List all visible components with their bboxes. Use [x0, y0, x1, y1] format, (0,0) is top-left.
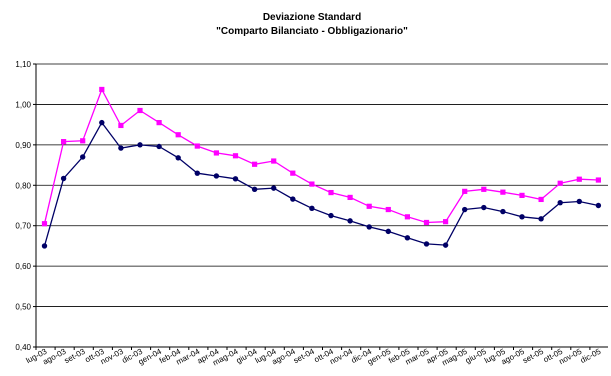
data-point [213, 173, 220, 179]
data-point [443, 219, 449, 225]
data-point [404, 235, 411, 241]
data-point [175, 132, 181, 138]
data-point [309, 205, 315, 212]
chart-subtitle: "Comparto Bilanciato - Obbligazionario" [216, 26, 408, 37]
data-point [481, 186, 487, 192]
data-point [366, 224, 372, 230]
data-point [290, 170, 296, 176]
data-point [595, 177, 601, 183]
y-tick-label: 0,50 [15, 303, 31, 312]
data-point [576, 198, 582, 205]
data-point [156, 143, 162, 150]
series-line [43, 87, 599, 224]
data-point [213, 150, 219, 156]
axes [33, 63, 608, 350]
data-point [99, 119, 105, 126]
data-point [366, 203, 372, 209]
gridlines [36, 63, 608, 307]
data-point [519, 214, 525, 220]
data-point [423, 241, 430, 247]
data-point [61, 139, 67, 145]
data-point [137, 107, 143, 114]
y-tick-label: 0,60 [15, 262, 31, 271]
y-tick-label: 1,10 [15, 60, 31, 69]
data-point [442, 242, 449, 248]
data-point [500, 208, 506, 215]
data-point [576, 176, 582, 182]
data-point [80, 138, 86, 144]
data-point [137, 142, 143, 148]
data-point [271, 158, 277, 164]
data-point [118, 122, 124, 129]
tick-labels: 0,400,500,600,700,800,901,001,10lug-03ag… [15, 60, 602, 368]
data-point [41, 221, 48, 227]
data-point [232, 176, 239, 182]
x-tick-label: dic-05 [579, 347, 603, 365]
data-point [404, 214, 410, 220]
data-point [99, 86, 105, 93]
data-point [347, 194, 353, 201]
y-tick-label: 1,00 [15, 100, 31, 109]
data-point [271, 185, 277, 191]
data-point [309, 181, 315, 187]
data-point [481, 204, 487, 211]
data-point [385, 206, 391, 213]
data-point [462, 206, 468, 213]
data-point [538, 216, 544, 222]
series-line [43, 121, 599, 247]
y-tick-label: 0,90 [15, 141, 31, 150]
data-point [252, 161, 258, 167]
data-point [519, 192, 525, 198]
data-point [500, 189, 506, 195]
chart-title: Deviazione Standard [263, 12, 361, 23]
data-point [156, 120, 162, 126]
series-1 [41, 86, 601, 227]
y-tick-label: 0,80 [15, 181, 31, 190]
data-point [328, 212, 334, 219]
data-point [175, 155, 181, 161]
data-point [232, 153, 239, 159]
data-point [41, 243, 48, 249]
data-point [423, 219, 430, 226]
data-point [290, 196, 296, 202]
data-point [194, 143, 200, 149]
data-point [538, 196, 544, 203]
data-point [595, 202, 602, 209]
y-tick-label: 0,40 [15, 343, 31, 352]
data-point [60, 175, 67, 182]
data-point [80, 154, 86, 160]
data-point [118, 145, 124, 151]
data-point [385, 228, 391, 235]
series-2 [41, 119, 602, 249]
data-point [557, 180, 563, 186]
data-point [251, 186, 258, 193]
data-point [194, 170, 200, 176]
data-point [462, 188, 468, 194]
series-group [41, 86, 602, 249]
data-point [557, 199, 563, 206]
y-tick-label: 0,70 [15, 222, 31, 231]
data-point [328, 189, 334, 196]
data-point [347, 218, 353, 224]
